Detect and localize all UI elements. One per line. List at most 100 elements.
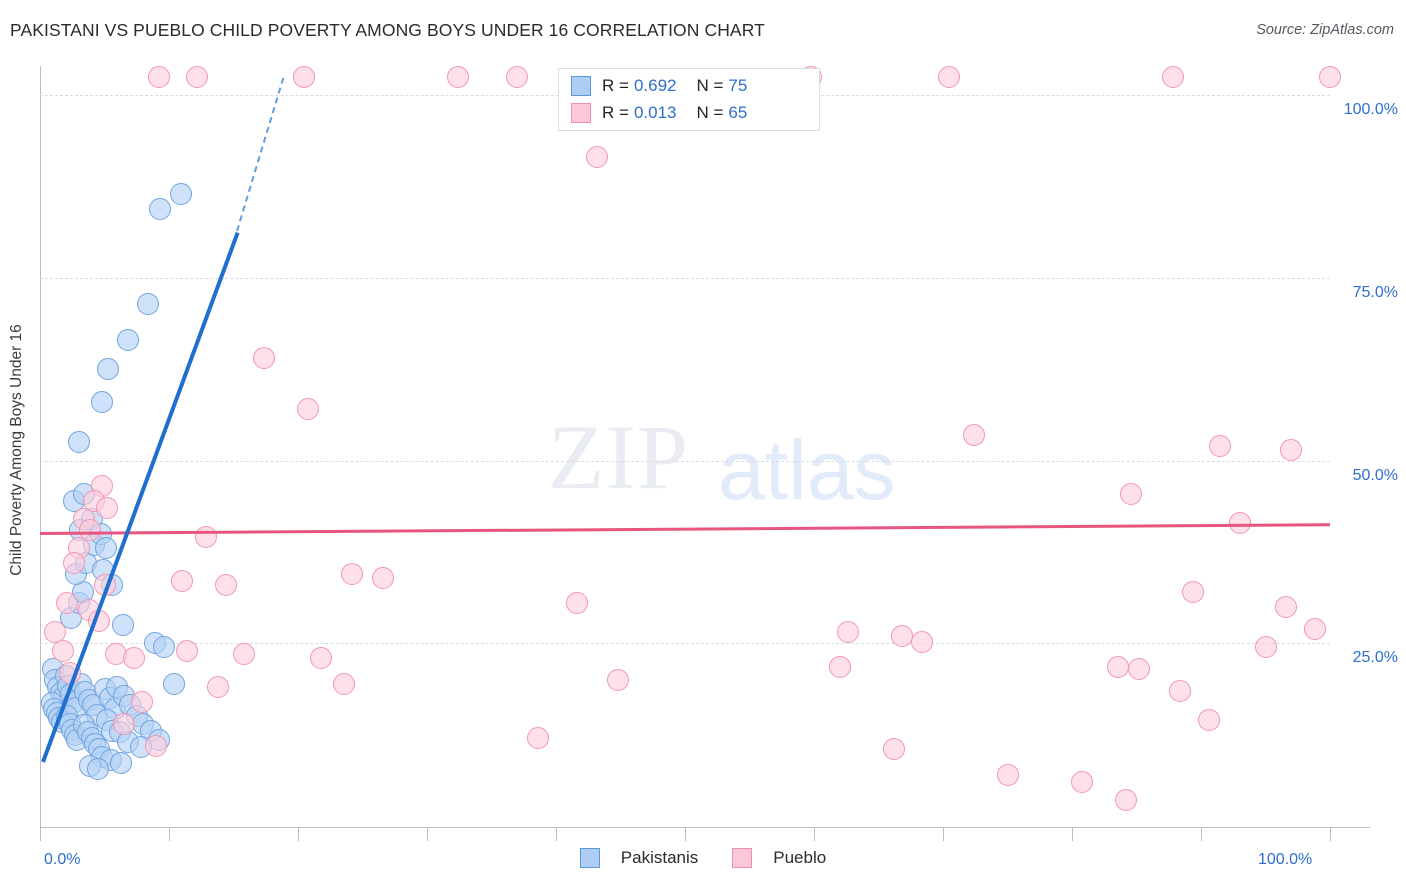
- scatter-point-pakistanis: [152, 635, 175, 658]
- scatter-point-pueblo: [565, 592, 588, 615]
- legend-r-value-pakistanis: 0.692: [633, 76, 677, 95]
- scatter-point-pakistanis: [148, 197, 171, 220]
- x-axis-line: [40, 827, 1370, 828]
- legend-r-label-pakistanis: R =: [602, 76, 629, 95]
- correlation-legend: R = 0.692 N = 75 R = 0.013 N = 65: [558, 68, 820, 131]
- y-axis-tick-label: 100.0%: [1343, 101, 1398, 119]
- scatter-point-pueblo: [1197, 709, 1220, 732]
- scatter-point-pueblo: [1319, 65, 1341, 88]
- trendline-pueblo: [39, 523, 1330, 536]
- legend-n-value-pakistanis: 75: [728, 76, 748, 95]
- scatter-point-pakistanis: [67, 431, 90, 454]
- scatter-point-pueblo: [1209, 435, 1232, 457]
- scatter-point-pakistanis: [90, 391, 113, 414]
- scatter-point-pueblo: [1182, 581, 1205, 604]
- scatter-point-pueblo: [1254, 635, 1277, 658]
- x-axis-tick-label: 0.0%: [44, 851, 81, 868]
- scatter-point-pueblo: [52, 639, 75, 662]
- legend-row-pakistanis: R = 0.692 N = 75: [571, 73, 747, 99]
- scatter-point-pakistanis: [94, 537, 117, 560]
- legend-n-label-pueblo: N =: [696, 103, 724, 122]
- scatter-point-pakistanis: [87, 758, 110, 780]
- scatter-point-pueblo: [341, 562, 364, 585]
- legend-row-pueblo: R = 0.013 N = 65: [571, 100, 747, 126]
- x-axis-tick: [169, 827, 170, 841]
- scatter-point-pueblo: [1303, 617, 1326, 640]
- trendline-pakistanis-extension: [236, 77, 285, 232]
- y-axis-line: [40, 66, 41, 828]
- series-label-pueblo: Pueblo: [773, 848, 827, 867]
- scatter-point-pueblo: [506, 65, 529, 88]
- x-axis-tick: [1201, 827, 1202, 841]
- scatter-point-pakistanis: [111, 614, 134, 637]
- scatter-point-pueblo: [1107, 655, 1130, 678]
- scatter-point-pueblo: [253, 347, 276, 370]
- x-axis-tick: [427, 827, 428, 841]
- scatter-point-pueblo: [836, 621, 859, 644]
- scatter-point-pueblo: [586, 146, 609, 169]
- scatter-point-pueblo: [62, 551, 85, 574]
- gridline: [40, 643, 1330, 645]
- scatter-point-pueblo: [310, 646, 333, 669]
- y-axis-title-text: Child Poverty Among Boys Under 16: [8, 324, 25, 576]
- x-axis-tick: [40, 827, 41, 841]
- scatter-point-pueblo: [1071, 771, 1094, 794]
- source-attribution: Source: ZipAtlas.com: [1256, 22, 1394, 38]
- scatter-point-pueblo: [1128, 657, 1151, 680]
- page-title: PAKISTANI VS PUEBLO CHILD POVERTY AMONG …: [10, 20, 765, 40]
- scatter-point-pueblo: [882, 738, 905, 761]
- scatter-point-pueblo: [195, 526, 218, 549]
- y-axis-title: Child Poverty Among Boys Under 16: [0, 0, 34, 892]
- scatter-point-pueblo: [1169, 679, 1192, 702]
- x-axis-tick: [814, 827, 815, 841]
- y-axis-tick-label: 75.0%: [1352, 283, 1398, 301]
- scatter-point-pueblo: [293, 65, 316, 88]
- scatter-point-pueblo: [214, 573, 237, 596]
- scatter-point-pueblo: [890, 625, 913, 647]
- scatter-point-pueblo: [526, 727, 549, 750]
- scatter-point-pueblo: [170, 570, 193, 593]
- scatter-point-pueblo: [58, 661, 81, 684]
- x-axis-tick: [1072, 827, 1073, 841]
- scatter-point-pakistanis: [116, 329, 139, 352]
- legend-n-value-pueblo: 65: [728, 103, 748, 122]
- x-axis-tick: [685, 827, 686, 841]
- legend-r-value-pueblo: 0.013: [633, 103, 677, 122]
- scatter-point-pueblo: [176, 639, 199, 662]
- gridline: [40, 277, 1330, 279]
- scatter-point-pueblo: [962, 424, 985, 447]
- y-axis-tick-label: 25.0%: [1352, 649, 1398, 667]
- scatter-point-pueblo: [232, 643, 255, 666]
- scatter-point-pakistanis: [110, 752, 133, 775]
- scatter-point-pueblo: [147, 65, 170, 88]
- scatter-point-pueblo: [606, 668, 629, 691]
- scatter-point-pueblo: [56, 592, 79, 615]
- scatter-point-pueblo: [938, 65, 961, 88]
- scatter-point-pakistanis: [97, 358, 120, 381]
- scatter-point-pueblo: [446, 65, 469, 88]
- scatter-point-pueblo: [145, 734, 168, 757]
- scatter-point-pueblo: [1120, 482, 1143, 505]
- series-swatch-pueblo: [732, 848, 753, 868]
- legend-r-label-pueblo: R =: [602, 103, 629, 122]
- scatter-point-pueblo: [93, 573, 116, 596]
- y-axis-tick-label: 50.0%: [1352, 466, 1398, 484]
- legend-swatch-pueblo: [571, 103, 591, 123]
- plot-area: [39, 65, 1341, 826]
- legend-swatch-pakistanis: [571, 76, 591, 96]
- series-legend-item-pakistanis[interactable]: Pakistanis: [579, 848, 699, 868]
- x-axis-tick: [298, 827, 299, 841]
- series-legend-item-pueblo[interactable]: Pueblo: [732, 848, 826, 868]
- x-axis-tick: [943, 827, 944, 841]
- scatter-point-pakistanis: [137, 292, 160, 315]
- x-axis-tick: [556, 827, 557, 841]
- series-label-pakistanis: Pakistanis: [620, 848, 699, 867]
- scatter-point-pueblo: [996, 763, 1019, 786]
- scatter-point-pueblo: [1280, 438, 1303, 461]
- scatter-point-pueblo: [88, 610, 111, 633]
- scatter-point-pueblo: [112, 712, 135, 735]
- scatter-point-pueblo: [1161, 65, 1184, 88]
- scatter-point-pueblo: [186, 65, 209, 88]
- scatter-point-pueblo: [372, 566, 395, 589]
